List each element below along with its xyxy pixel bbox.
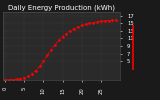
Title: Daily Energy Production (kWh): Daily Energy Production (kWh) [8,5,115,11]
